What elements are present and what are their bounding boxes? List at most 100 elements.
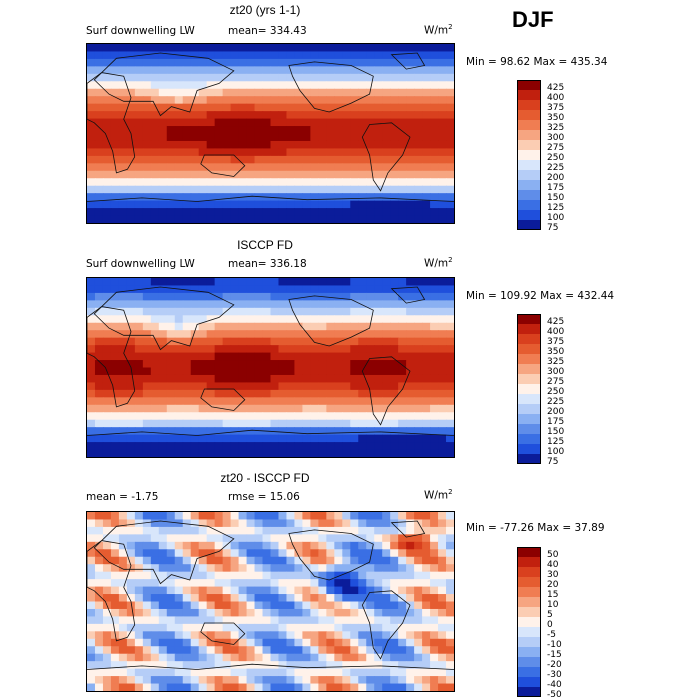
heatmap-cell (246, 315, 256, 324)
heatmap-cell (190, 646, 200, 655)
heatmap-cell (150, 140, 160, 150)
heatmap-cell (118, 58, 128, 67)
heatmap-cell (246, 88, 256, 97)
heatmap-cell (366, 564, 375, 573)
heatmap-cell (422, 285, 431, 294)
heatmap-cell (318, 81, 327, 90)
heatmap-cell (118, 526, 128, 535)
heatmap-cell (166, 208, 176, 217)
heatmap-cell (230, 382, 240, 391)
heatmap-cell (118, 534, 128, 543)
heatmap-cell (414, 579, 423, 588)
heatmap-cell (174, 683, 184, 691)
heatmap-cell (182, 315, 192, 324)
heatmap-cell (270, 200, 280, 209)
heatmap-cell (374, 397, 383, 406)
heatmap-cell (254, 360, 264, 369)
heatmap-cell (158, 315, 168, 324)
heatmap-cell (270, 103, 280, 112)
heatmap-cell (94, 330, 104, 339)
heatmap-cell (94, 382, 104, 391)
heatmap-cell (302, 163, 311, 172)
heatmap-cell (318, 322, 327, 331)
heatmap-cell (118, 601, 128, 610)
heatmap-cell (150, 541, 160, 550)
heatmap-cell (390, 337, 399, 346)
heatmap-cell (206, 676, 216, 685)
heatmap-cell (142, 631, 152, 640)
heatmap-cell (366, 382, 375, 391)
heatmap-cell (446, 564, 454, 573)
heatmap-cell (230, 661, 240, 670)
heatmap-cell (390, 278, 399, 287)
heatmap-cell (110, 549, 120, 558)
heatmap-cell (294, 178, 304, 187)
heatmap-cell (174, 66, 184, 75)
heatmap-cell (102, 352, 112, 361)
heatmap-cell (270, 653, 280, 662)
heatmap-cell (270, 512, 280, 521)
heatmap-cell (438, 374, 447, 384)
heatmap-cell (222, 118, 232, 127)
heatmap-cell (94, 601, 104, 610)
heatmap-cell (286, 549, 296, 558)
heatmap-cell (334, 623, 343, 632)
heatmap-cell (318, 200, 327, 209)
heatmap-cell (366, 200, 375, 209)
heatmap-cell (126, 148, 136, 157)
heatmap-cell (318, 285, 327, 294)
heatmap-cell (342, 668, 351, 677)
heatmap-cell (278, 683, 288, 691)
heatmap-cell (406, 601, 415, 610)
heatmap-cell (182, 88, 192, 97)
heatmap-cell (270, 526, 280, 535)
heatmap-cell (134, 330, 144, 339)
heatmap-cell (150, 352, 160, 361)
heatmap-cell (422, 586, 431, 595)
heatmap-cell (142, 185, 152, 194)
heatmap-cell (246, 676, 256, 685)
heatmap-cell (214, 367, 224, 376)
heatmap-cell (406, 88, 415, 97)
heatmap-cell (158, 646, 168, 655)
heatmap-cell (334, 352, 343, 361)
heatmap-cell (222, 519, 232, 528)
heatmap-cell (150, 623, 160, 632)
heatmap-cell (374, 155, 383, 164)
heatmap-cell (438, 434, 447, 443)
heatmap-cell (358, 397, 367, 406)
heatmap-cell (166, 352, 176, 361)
heatmap-cell (126, 58, 136, 67)
heatmap-cell (406, 638, 415, 647)
heatmap-cell (214, 541, 224, 550)
heatmap-cell (278, 616, 288, 625)
heatmap-cell (430, 44, 439, 53)
colorbar-tick-label: 425 (547, 317, 565, 327)
heatmap-cell (142, 564, 152, 573)
heatmap-cell (382, 215, 391, 223)
heatmap-cell (422, 512, 431, 521)
heatmap-cell (102, 397, 112, 406)
coastline (288, 529, 374, 581)
heatmap-cell (398, 307, 407, 316)
heatmap-cell (174, 442, 184, 451)
heatmap-cell (102, 631, 112, 640)
heatmap-cell (190, 631, 200, 640)
heatmap-cell (446, 96, 454, 105)
heatmap-cell (230, 534, 240, 543)
heatmap-cell (302, 638, 311, 647)
heatmap-cell (150, 285, 160, 294)
heatmap-cell (262, 526, 272, 535)
heatmap-cell (334, 200, 343, 209)
heatmap-cell (294, 397, 304, 406)
heatmap-cell (158, 404, 168, 413)
heatmap-cell (158, 608, 168, 618)
heatmap-cell (190, 638, 200, 647)
heatmap-cell (406, 148, 415, 157)
heatmap-cell (414, 623, 423, 632)
heatmap-cell (230, 556, 240, 565)
heatmap-cell (206, 51, 216, 60)
heatmap-cell (142, 193, 152, 202)
heatmap-cell (158, 163, 168, 172)
heatmap-cell (350, 215, 359, 223)
